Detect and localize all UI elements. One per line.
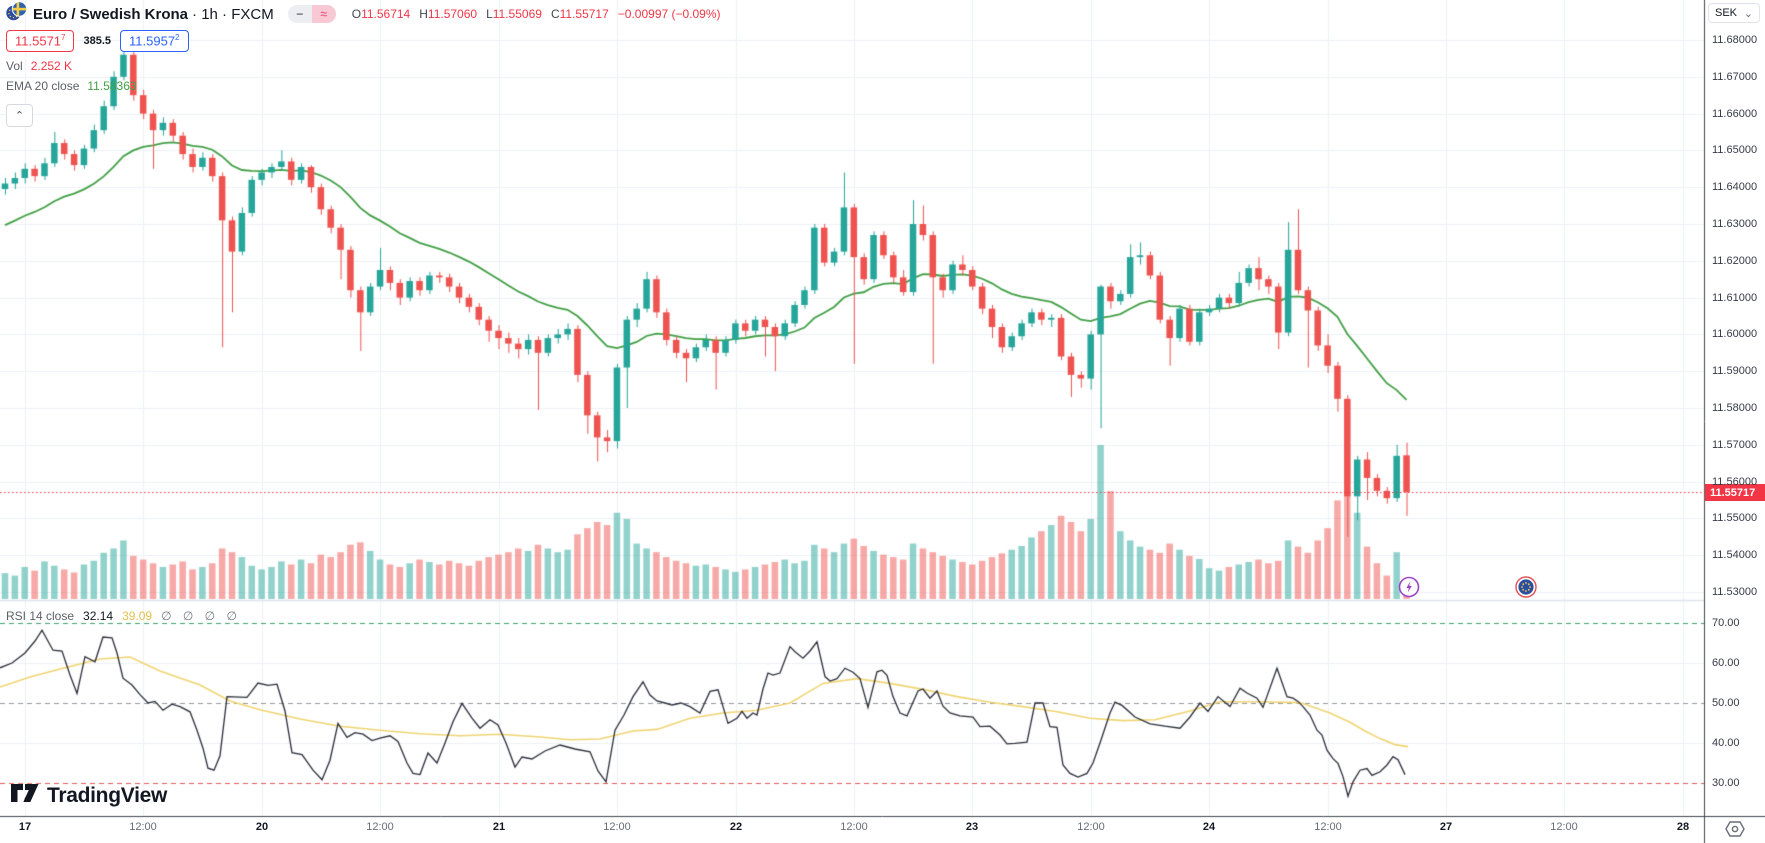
rsi-axis-tick: 70.00 xyxy=(1712,617,1740,629)
time-axis-tick: 27 xyxy=(1439,821,1453,833)
price-axis-tick: 11.62000 xyxy=(1712,254,1758,267)
price-axis-tick: 11.63000 xyxy=(1712,218,1758,230)
time-axis-tick: 12:00 xyxy=(1077,821,1105,833)
time-axis-tick: 12:00 xyxy=(1314,821,1342,833)
price-axis-tick: 11.58000 xyxy=(1712,402,1758,414)
lightning-event-icon[interactable] xyxy=(1398,576,1420,598)
price-axis-tick: 11.65000 xyxy=(1712,144,1758,157)
price-axis-tick: 11.60000 xyxy=(1712,328,1758,341)
volume-legend: Vol 2.252 K xyxy=(6,59,73,73)
time-axis-tick: 28 xyxy=(1676,821,1690,833)
rsi-empty-values: ∅ ∅ ∅ ∅ xyxy=(161,609,241,623)
chevron-down-icon: ⌄ xyxy=(1743,7,1753,20)
time-axis-tick: 12:00 xyxy=(840,821,868,833)
time-axis-tick: 24 xyxy=(1202,821,1216,833)
price-axis-tick: 11.56000 xyxy=(1712,475,1758,488)
time-axis-tick: 23 xyxy=(965,821,979,833)
time-axis-tick: 12:00 xyxy=(603,821,631,833)
time-axis-tick: 22 xyxy=(729,821,743,833)
price-axis-tick: 11.61000 xyxy=(1712,291,1758,304)
rsi-axis-tick: 40.00 xyxy=(1712,737,1740,749)
price-axis-tick: 11.64000 xyxy=(1712,181,1758,194)
collapse-legend-button[interactable]: ⌃ xyxy=(6,104,33,127)
price-axis-tick: 11.57000 xyxy=(1712,438,1758,451)
ohlc-readout: O11.56714 H11.57060 L11.55069 C11.55717 … xyxy=(351,7,721,21)
rsi-ma-value: 39.09 xyxy=(122,609,153,623)
tradingview-logo[interactable]: TradingView xyxy=(10,782,167,809)
close-value: 11.55717 xyxy=(559,7,609,21)
open-value: 11.56714 xyxy=(361,7,411,21)
currency-dropdown[interactable]: SEK ⌄ xyxy=(1708,3,1760,23)
spread-value: 385.5 xyxy=(83,35,112,47)
time-axis-tick: 21 xyxy=(492,821,506,833)
price-axis-tick: 11.68000 xyxy=(1712,34,1758,46)
rsi-axis-tick: 50.00 xyxy=(1712,697,1740,709)
ema-legend: EMA 20 close 11.58363 xyxy=(6,79,137,93)
symbol-interval-exchange[interactable]: · 1h · FXCM xyxy=(192,5,274,23)
symbol-title[interactable]: Euro / Swedish Krona xyxy=(33,5,189,23)
symbol-legend: Euro / Swedish Krona · 1h · FXCM − ≈ O11… xyxy=(6,1,721,93)
rsi-legend: RSI 14 close 32.14 39.09 ∅ ∅ ∅ ∅ xyxy=(6,609,241,623)
axis-settings-icon[interactable] xyxy=(1722,819,1748,843)
tradingview-mark-icon xyxy=(10,782,40,809)
chevron-up-icon: ⌃ xyxy=(14,110,25,122)
rsi-value: 32.14 xyxy=(83,609,114,623)
time-axis-tick: 17 xyxy=(18,821,32,833)
ema-value: 11.58363 xyxy=(87,79,137,93)
price-axis-tick: 11.59000 xyxy=(1712,365,1758,378)
price-axis-tick: 11.53000 xyxy=(1712,586,1758,598)
eu-flag-event-icon[interactable] xyxy=(1515,576,1537,598)
buy-ask-button[interactable]: 11.59572 xyxy=(120,30,189,52)
change-value: −0.00997 (−0.09%) xyxy=(617,7,721,21)
price-axis-tick: 11.67000 xyxy=(1712,70,1758,83)
time-axis-tick: 12:00 xyxy=(366,821,394,833)
rsi-axis-tick: 60.00 xyxy=(1712,657,1740,669)
eur-sek-pair-icon xyxy=(6,1,28,27)
time-axis-tick: 20 xyxy=(255,821,269,833)
legend-toggle-pill[interactable]: − ≈ xyxy=(287,5,336,23)
low-value: 11.55069 xyxy=(492,7,542,21)
minus-pill-icon[interactable]: − xyxy=(287,5,312,23)
price-axis-tick: 11.55000 xyxy=(1712,512,1758,525)
sell-bid-button[interactable]: 11.55717 xyxy=(6,30,75,52)
last-price-label: 11.55717 xyxy=(1705,484,1765,501)
time-axis-tick: 12:00 xyxy=(1550,821,1578,833)
price-axis-tick: 11.54000 xyxy=(1712,549,1758,562)
wave-pill-icon[interactable]: ≈ xyxy=(311,5,336,23)
tradingview-wordmark: TradingView xyxy=(47,783,168,807)
price-axis-tick: 11.66000 xyxy=(1712,107,1758,120)
volume-value: 2.252 K xyxy=(30,59,73,73)
rsi-axis-tick: 30.00 xyxy=(1712,777,1740,789)
time-axis-tick: 12:00 xyxy=(129,821,157,833)
high-value: 11.57060 xyxy=(427,7,478,21)
